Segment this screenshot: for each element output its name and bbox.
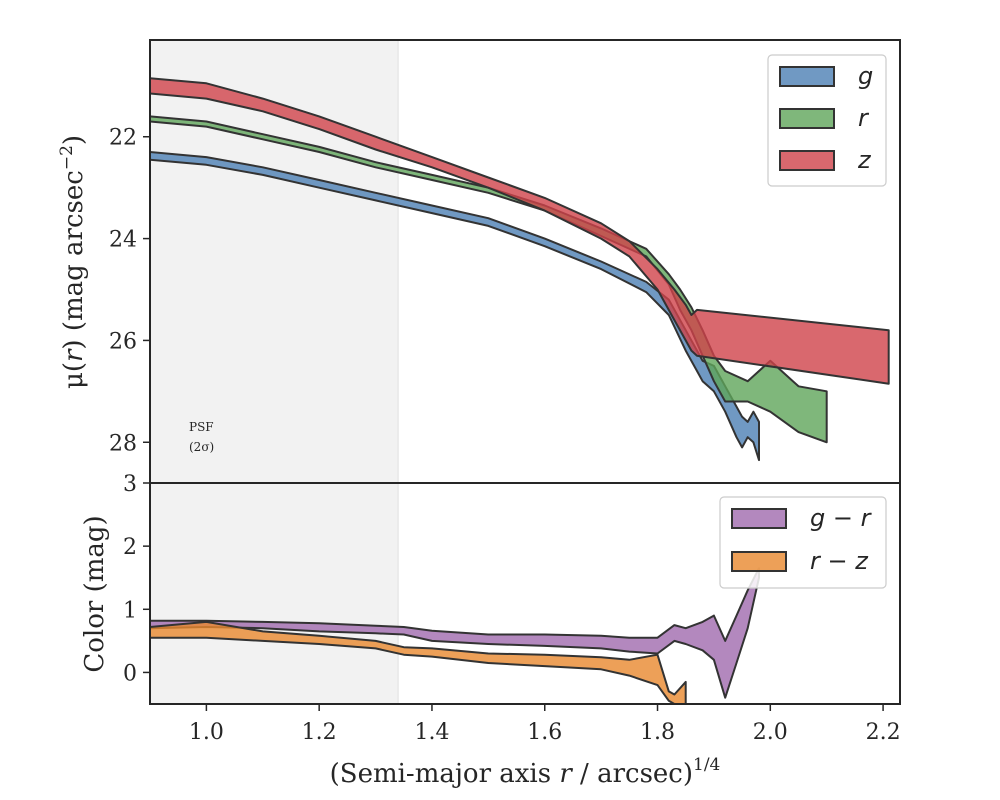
color-profile-panel: 0 1 2 3 1.0 1.2 1.4 1.6 1.8 2.0 2.2 Color (mag) (… [80, 472, 901, 789]
bottom-psf-region [150, 483, 399, 704]
psf-note-line2: (2σ) [189, 440, 214, 454]
x-tick-label: 1.0 [189, 720, 224, 745]
top-band-layer [150, 77, 890, 462]
bottom-y-axis-title: Color (mag) [80, 515, 110, 672]
bottom-y-ticks: 0 1 2 3 [123, 472, 150, 686]
bot-legend-label: g − r [810, 504, 873, 532]
x-ticks: 1.0 1.2 1.4 1.6 1.8 2.0 2.2 [189, 704, 901, 745]
top-legend-swatch [779, 108, 835, 129]
psf-note-line1: PSF [189, 420, 214, 434]
x-tick-label: 1.8 [640, 720, 675, 745]
band-top-g [150, 151, 760, 462]
top-y-tick-label: 22 [109, 126, 137, 151]
x-tick-label: 2.0 [753, 720, 788, 745]
band-top-z [150, 77, 890, 385]
top-y-ticks: 22 24 26 28 [109, 126, 150, 456]
bot-y-tick-label: 1 [123, 598, 137, 623]
top-y-tick-label: 28 [109, 431, 137, 456]
band-bot-rz [150, 620, 687, 704]
top-legend-swatch [779, 150, 835, 171]
bot-legend-label: r − z [810, 547, 869, 575]
x-tick-label: 1.4 [414, 720, 449, 745]
bot-y-tick-label: 3 [123, 472, 137, 497]
bot-y-tick-label: 0 [123, 661, 137, 686]
top-y-tick-label: 24 [109, 228, 137, 253]
bottom-panel-frame [149, 482, 901, 705]
top-legend-label: z [857, 146, 872, 174]
bot-y-tick-label: 2 [123, 535, 137, 560]
x-tick-label: 2.2 [866, 720, 901, 745]
bottom-legend: g − r r − z [719, 496, 887, 589]
top-legend-label: g [858, 62, 873, 90]
bot-legend-swatch [731, 551, 787, 572]
top-legend-label: r [858, 104, 870, 132]
top-y-tick-label: 26 [109, 329, 137, 354]
surface-brightness-panel: 22 24 26 28 PSF (2σ) μ(r) (mag arcsec−2) gr… [57, 39, 901, 484]
bot-legend-swatch [731, 508, 787, 529]
top-y-axis-title: μ(r) (mag arcsec−2) [57, 135, 89, 389]
x-axis-title: (Semi-major axis r / arcsec)1/4 [330, 755, 721, 789]
x-tick-label: 1.6 [527, 720, 562, 745]
x-tick-label: 1.2 [302, 720, 337, 745]
top-legend: grz [767, 54, 887, 187]
top-legend-swatch [779, 66, 835, 87]
